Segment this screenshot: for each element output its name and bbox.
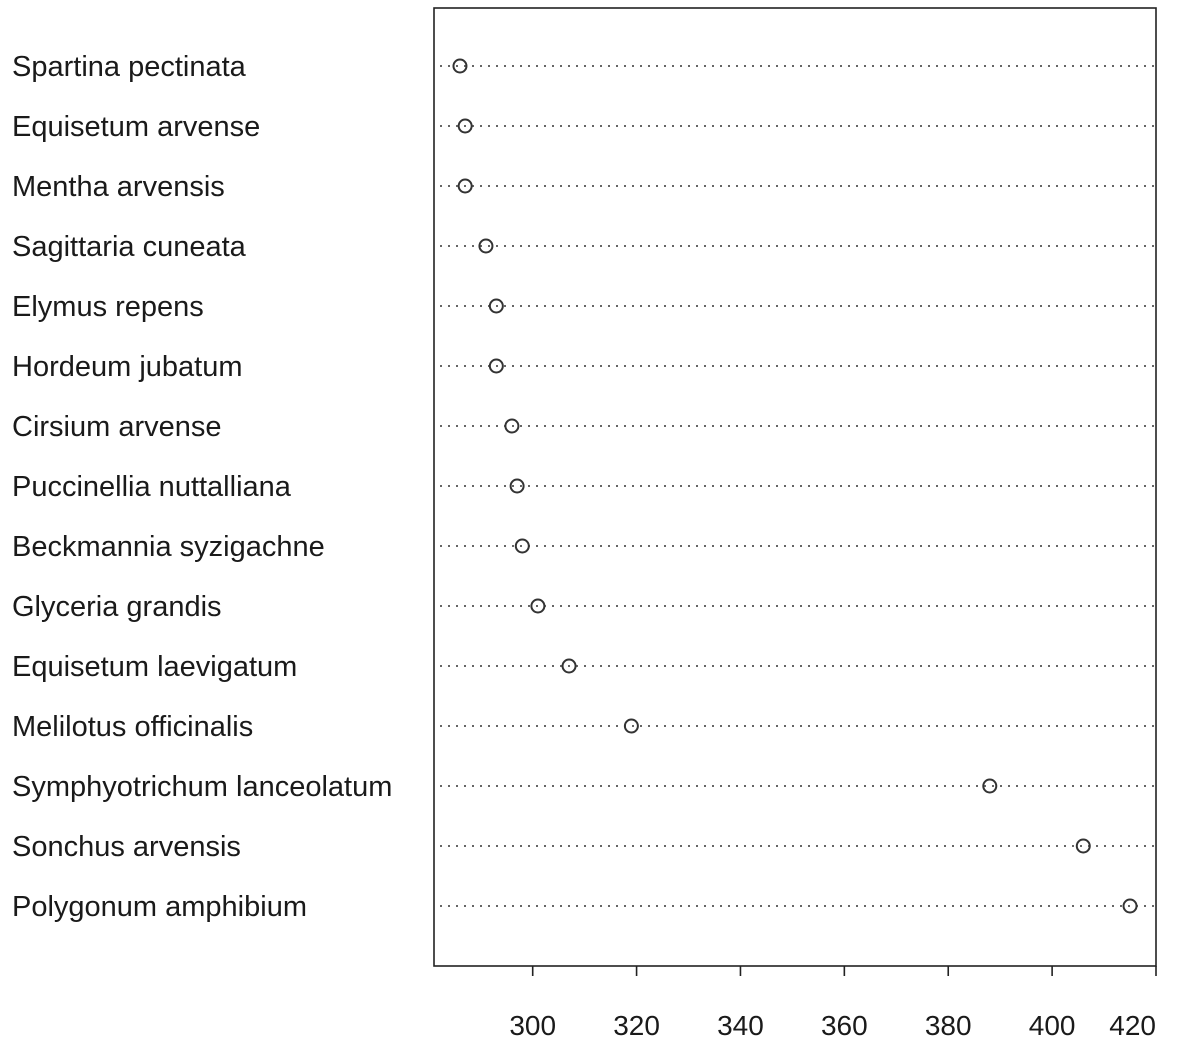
data-point [1122,898,1138,914]
x-tick-label: 300 [509,1010,556,1039]
data-points [452,58,1138,914]
species-label: Beckmannia syzigachne [12,531,325,563]
data-point [1075,838,1091,854]
x-tick-label: 360 [821,1010,868,1039]
data-point [457,118,473,134]
data-point [623,718,639,734]
species-label: Puccinellia nuttalliana [12,471,292,503]
x-tick-label: 420 [1109,1010,1156,1039]
species-label: Polygonum amphibium [12,891,307,923]
species-label: Glyceria grandis [12,591,222,623]
species-label: Elymus repens [12,291,204,323]
species-label: Symphyotrichum lanceolatum [12,771,392,803]
x-axis: 300 320 340 360 380 400 420 [509,966,1157,1039]
plot-frame [433,7,1157,967]
x-tick-label: 380 [925,1010,972,1039]
species-label: Sagittaria cuneata [12,231,247,263]
species-label: Spartina pectinata [12,51,247,83]
data-point [530,598,546,614]
data-point [504,418,520,434]
data-point [982,778,998,794]
species-label: Equisetum arvense [12,111,260,143]
data-point [488,298,504,314]
species-label: Equisetum laevigatum [12,651,297,683]
species-label: Sonchus arvensis [12,831,241,863]
species-label: Melilotus officinalis [12,711,253,743]
data-point [478,238,494,254]
guide-lines [440,65,1154,907]
data-point [457,178,473,194]
data-point [514,538,530,554]
species-label: Mentha arvensis [12,171,225,203]
data-point [452,58,468,74]
data-point [561,658,577,674]
species-labels: Spartina pectinata Equisetum arvense Menth… [12,51,392,923]
species-label: Cirsium arvense [12,411,222,443]
data-point [488,358,504,374]
species-label: Hordeum jubatum [12,351,243,383]
x-tick-label: 400 [1029,1010,1076,1039]
x-tick-label: 340 [717,1010,764,1039]
x-tick-label: 320 [613,1010,660,1039]
data-point [509,478,525,494]
